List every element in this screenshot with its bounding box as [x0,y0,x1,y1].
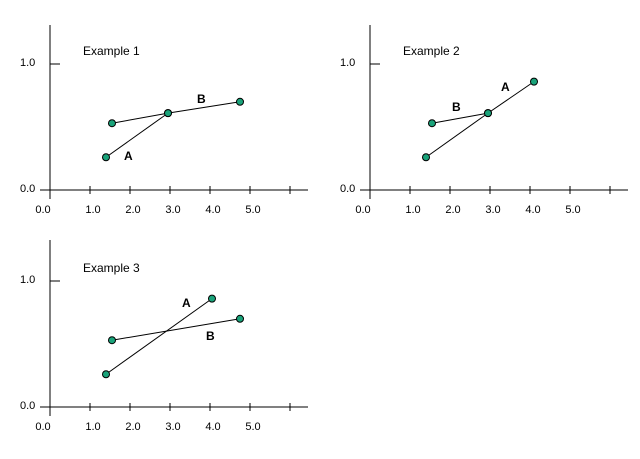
x-tick-label: 5.0 [245,204,260,216]
x-tick-label: 1.0 [85,204,100,216]
series-a-segment [425,112,489,158]
series-b-segment [431,112,489,124]
series-a-point [208,294,216,303]
series-a-segment [105,298,213,375]
y-tick-label: 1.0 [340,57,355,69]
series-a-point [102,153,110,162]
y-tick-label: 0.0 [20,400,35,412]
x-tick-label: 4.0 [205,204,220,216]
series-b-point [236,97,244,106]
x-tick-label: 5.0 [245,421,260,433]
series-label-a: A [124,149,133,163]
chart-title: Example 1 [83,44,140,58]
x-tick-label: 2.0 [125,421,140,433]
series-b-point [108,336,116,345]
chart-3: 0.0 1.0 2.0 3.0 4.0 5.0 0.0 1.0 Example 3 A B [20,240,308,433]
series-label-a: A [501,80,510,94]
series-b-point [428,119,436,128]
y-tick-label: 0.0 [20,183,35,195]
x-tick-label: 0.0 [355,204,370,216]
x-tick-label: 1.0 [405,204,420,216]
series-label-b: B [206,329,215,343]
x-tick-label: 4.0 [205,421,220,433]
chart-title: Example 3 [83,261,140,275]
series-a-point [422,153,430,162]
y-tick-label: 1.0 [20,274,35,286]
series-a-point [102,370,110,379]
x-tick-label: 1.0 [85,421,100,433]
series-label-b: B [452,100,461,114]
series-label-a: A [182,296,191,310]
series-b-point [164,109,172,118]
series-b-segment [111,112,169,124]
series-label-b: B [197,92,206,106]
x-tick-label: 3.0 [165,204,180,216]
series-b-point [484,109,492,118]
chart-title: Example 2 [403,44,460,58]
series-b-point [108,119,116,128]
x-tick-label: 0.0 [35,421,50,433]
y-tick-label: 0.0 [340,183,355,195]
x-tick-label: 2.0 [445,204,460,216]
x-tick-label: 2.0 [125,204,140,216]
chart-2: 0.0 1.0 2.0 3.0 4.0 5.0 0.0 1.0 Example 2 A B [340,25,628,216]
series-a-segment [105,112,169,158]
x-tick-label: 3.0 [165,421,180,433]
series-b-segment [111,318,241,341]
x-tick-label: 3.0 [485,204,500,216]
y-tick-label: 1.0 [20,57,35,69]
series-b-point [236,314,244,323]
x-tick-label: 0.0 [35,204,50,216]
series-a-point [530,77,538,86]
x-tick-label: 4.0 [525,204,540,216]
x-tick-label: 5.0 [565,204,580,216]
chart-1: 0.0 1.0 2.0 3.0 4.0 5.0 0.0 1.0 Example 1 A B [20,25,308,216]
series-a-segment [487,81,535,114]
series-b-segment [167,101,241,114]
